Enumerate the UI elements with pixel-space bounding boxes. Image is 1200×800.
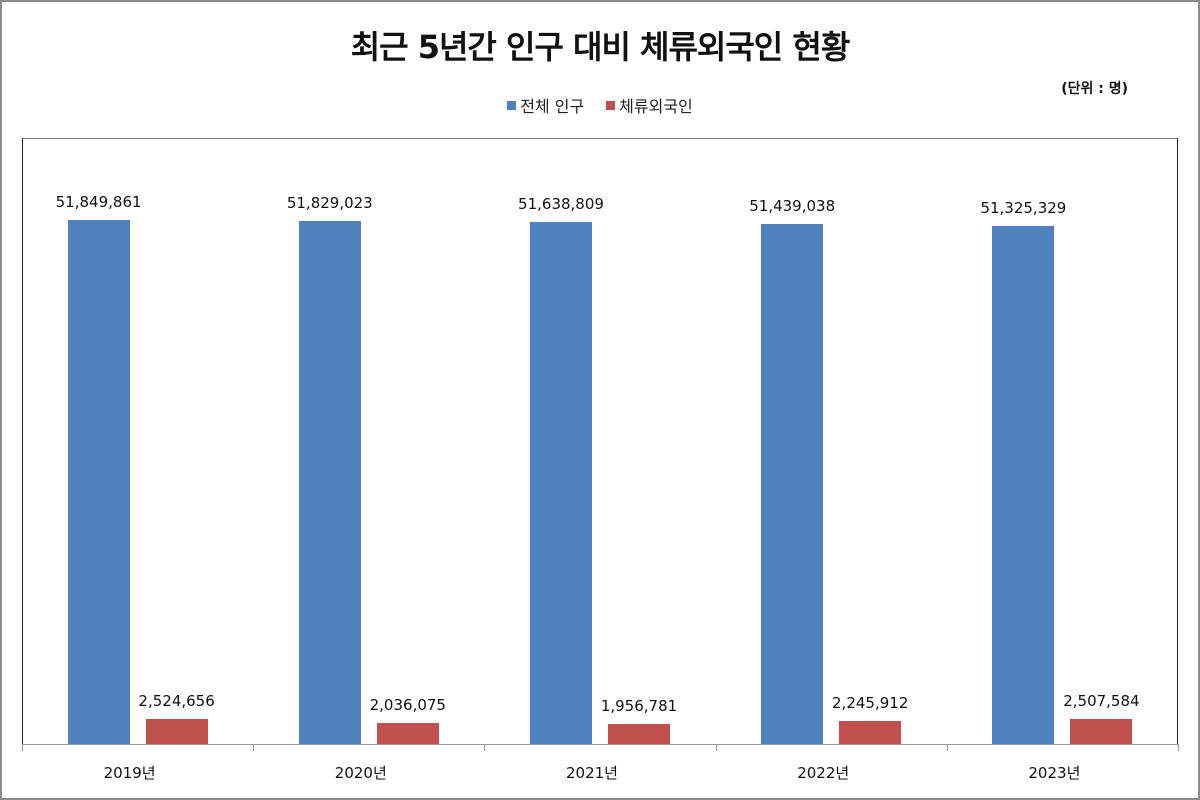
legend-item-foreign-residents: 체류외국인 — [606, 93, 693, 117]
legend: 전체 인구 체류외국인 — [0, 93, 1200, 117]
data-label: 51,829,023 — [286, 193, 373, 212]
legend-swatch-blue-icon — [507, 100, 517, 110]
bar-total-population — [298, 220, 361, 744]
bar-total-population — [530, 222, 592, 744]
legend-item-total-population: 전체 인구 — [507, 93, 584, 117]
bar-foreign-residents — [839, 721, 902, 744]
data-label: 51,325,329 — [980, 198, 1067, 217]
data-label: 51,439,038 — [749, 197, 836, 216]
plot-area — [22, 138, 1178, 744]
data-label: 2,507,584 — [1063, 691, 1140, 710]
legend-label: 전체 인구 — [520, 97, 585, 116]
data-label: 1,956,781 — [600, 697, 678, 716]
x-axis-category-label: 2022년 — [797, 764, 850, 782]
x-axis-category-label: 2019년 — [103, 764, 156, 782]
data-label: 51,638,809 — [518, 195, 604, 214]
legend-swatch-red-icon — [606, 100, 616, 110]
x-axis-category-label: 2021년 — [566, 764, 618, 782]
legend-label: 체류외국인 — [619, 97, 693, 116]
bar-total-population — [992, 225, 1055, 744]
data-label: 2,036,075 — [369, 696, 446, 715]
unit-label: (단위 : 명) — [1061, 81, 1128, 97]
x-axis-tick — [484, 744, 486, 751]
data-label: 2,245,912 — [832, 694, 909, 713]
x-axis-tick — [1178, 744, 1179, 751]
x-axis-category-label: 2020년 — [334, 764, 387, 782]
bar-foreign-residents — [376, 723, 439, 744]
data-label: 2,524,656 — [138, 691, 215, 710]
x-axis-tick — [715, 744, 717, 751]
chart-title: 최근 5년간 인구 대비 체류외국인 현황 — [350, 28, 851, 66]
x-axis-category-label: 2023년 — [1028, 764, 1081, 782]
bar-foreign-residents — [608, 724, 670, 744]
bar-foreign-residents — [145, 718, 208, 744]
x-axis-tick — [253, 744, 255, 751]
bar-total-population — [761, 224, 824, 744]
bar-foreign-residents — [1070, 718, 1133, 744]
x-axis-tick — [22, 744, 23, 751]
x-axis-tick — [946, 744, 948, 751]
x-axis — [22, 744, 1178, 745]
bar-total-population — [67, 220, 130, 744]
data-label: 51,849,861 — [55, 193, 142, 212]
